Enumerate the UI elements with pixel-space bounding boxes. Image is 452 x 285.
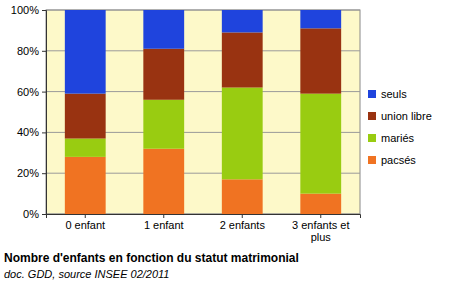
- bar: [143, 100, 184, 149]
- plot-area: [46, 10, 360, 214]
- chart-svg: 0% 20% 40% 60% 80% 100% 0 enfant 1 enfant 2 enfa…: [0, 0, 452, 285]
- tick-mark: [42, 214, 46, 215]
- bar: [143, 49, 184, 100]
- tick-label: 40%: [17, 126, 39, 138]
- tick-mark: [42, 132, 46, 133]
- bars: [65, 10, 341, 214]
- tick-label: 80%: [17, 45, 39, 57]
- title: Nombre d'enfants en fonction du statut m…: [4, 251, 299, 265]
- tick: 0 enfant: [65, 214, 105, 231]
- tick: 40%: [17, 126, 46, 138]
- tick: 20%: [17, 167, 46, 179]
- bar: [300, 28, 341, 93]
- tick-mark: [42, 51, 46, 52]
- x-axis: 0 enfant 1 enfant 2 enfants 3 enfants etplu…: [47, 214, 361, 243]
- series: [65, 10, 341, 94]
- tick-label: 0 enfant: [65, 219, 105, 231]
- bar: [300, 194, 341, 214]
- bar: [65, 139, 106, 157]
- bar: [300, 94, 341, 194]
- tick: 80%: [17, 45, 46, 57]
- series: [65, 28, 341, 138]
- legend: seuls union libre mariés pacsés: [368, 88, 432, 166]
- tick-label-line: 3 enfants et: [292, 219, 350, 231]
- tick-mark: [42, 92, 46, 93]
- tick-mark: [320, 214, 321, 218]
- tick-mark: [242, 214, 243, 218]
- bar: [222, 88, 263, 180]
- bar: [143, 10, 184, 49]
- tick-mark: [163, 214, 164, 218]
- chart-container: 0% 20% 40% 60% 80% 100% 0 enfant 1 enfant 2 enfa…: [0, 0, 452, 285]
- tick: 2 enfants: [220, 214, 266, 231]
- tick-label: 100%: [11, 4, 39, 16]
- tick-mark: [85, 214, 86, 218]
- axis-line: [42, 11, 47, 215]
- tick-label-line: plus: [311, 231, 332, 243]
- tick-label: 1 enfant: [144, 219, 184, 231]
- bar: [65, 94, 106, 139]
- y-axis: 0% 20% 40% 60% 80% 100%: [11, 4, 47, 220]
- legend-label: union libre: [381, 110, 432, 122]
- series: [65, 149, 341, 214]
- bar: [143, 149, 184, 214]
- legend-swatch: [368, 156, 376, 164]
- bar: [222, 32, 263, 87]
- tick: 0%: [23, 208, 46, 220]
- legend-swatch: [368, 134, 376, 142]
- tick-label: 2 enfants: [220, 219, 266, 231]
- tick-mark: [42, 173, 46, 174]
- bar: [65, 157, 106, 214]
- legend-label: pacsés: [381, 154, 416, 166]
- tick-label: 0%: [23, 208, 39, 220]
- tick-mark: [42, 10, 46, 11]
- legend-label: seuls: [381, 88, 407, 100]
- axis-line: [47, 215, 361, 219]
- tick-label: 3 enfants etplus: [292, 219, 350, 243]
- bar: [222, 179, 263, 214]
- grid: [46, 10, 360, 214]
- legend-swatch: [368, 90, 376, 98]
- tick: 60%: [17, 86, 46, 98]
- tick-label: 60%: [17, 86, 39, 98]
- tick: 1 enfant: [144, 214, 184, 231]
- bar: [300, 10, 341, 28]
- subtitle: doc. GDD, source INSEE 02/2011: [4, 268, 170, 280]
- bar: [222, 10, 263, 32]
- series: [65, 88, 341, 194]
- legend-swatch: [368, 112, 376, 120]
- tick-label: 20%: [17, 167, 39, 179]
- tick: 3 enfants etplus: [292, 214, 350, 243]
- bar: [65, 10, 106, 94]
- legend-label: mariés: [381, 132, 415, 144]
- tick: 100%: [11, 4, 46, 16]
